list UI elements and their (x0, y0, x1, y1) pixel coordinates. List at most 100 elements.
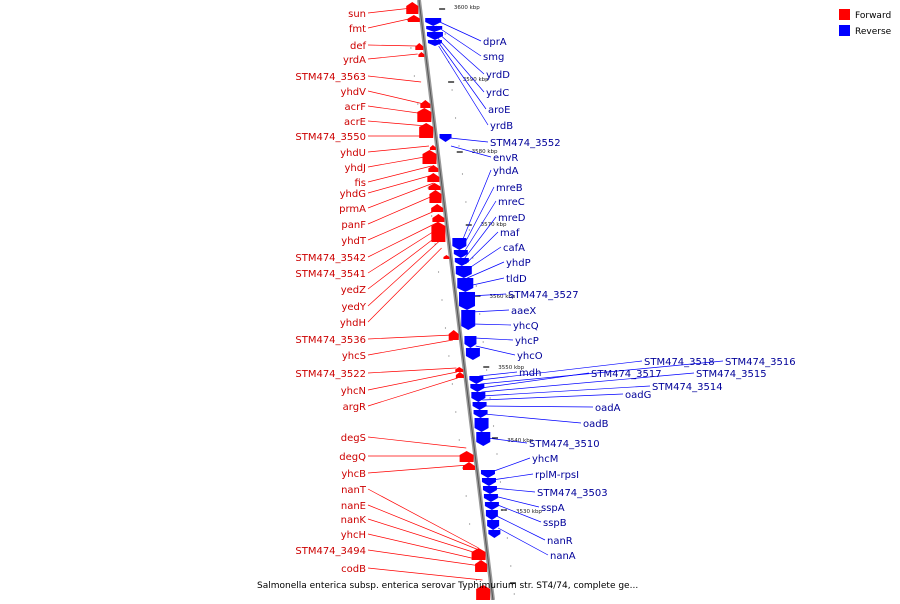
reverse-leader-line (468, 277, 505, 287)
scale-minor-dot (448, 355, 450, 357)
forward-gene-feature (459, 451, 474, 462)
forward-gene-label-nane: nanE (341, 501, 366, 512)
forward-leader-line (367, 464, 469, 474)
reverse-gene-label-yhcp: yhcP (515, 336, 539, 347)
forward-gene-label-nank: nanK (341, 515, 367, 526)
reverse-leader-line (482, 393, 624, 401)
scale-minor-dot (496, 453, 498, 455)
scale-minor-dot (461, 173, 464, 175)
forward-leader-line (367, 334, 453, 340)
reverse-gene-feature (474, 418, 489, 432)
reverse-label-lines (435, 19, 724, 556)
reverse-gene-feature (476, 432, 491, 446)
forward-gene-label-yhch: yhcH (341, 530, 366, 541)
scale-minor-dot (468, 229, 470, 231)
forward-gene-label-yhdt: yhdT (341, 236, 367, 247)
forward-gene-label-yrda: yrdA (343, 55, 366, 66)
reverse-leader-line (491, 457, 531, 473)
reverse-leader-line (449, 137, 489, 143)
reverse-gene-feature (487, 520, 500, 530)
reverse-gene-feature (425, 18, 442, 26)
forward-gene-feature (422, 150, 437, 164)
forward-gene-label-stm474-3550: STM474_3550 (295, 132, 366, 143)
forward-leader-line (367, 75, 422, 83)
reverse-leader-line (466, 246, 502, 271)
scale-minor-dot (506, 537, 508, 539)
forward-gene-feature (429, 190, 442, 203)
reverse-gene-feature (426, 26, 443, 32)
forward-gene-feature (431, 222, 446, 242)
reverse-gene-label-aaex: aaeX (511, 306, 536, 317)
reverse-leader-line (494, 495, 540, 508)
reverse-gene-feature (484, 502, 499, 510)
forward-gene-label-stm474-3522: STM474_3522 (295, 369, 366, 380)
reverse-gene-label-yhdp: yhdP (506, 258, 531, 269)
reverse-gene-feature (454, 258, 469, 266)
forward-features (406, 2, 491, 600)
reverse-gene-label-mred: mreD (498, 213, 526, 224)
forward-gene-label-sun: sun (348, 9, 366, 20)
forward-leader-line (367, 227, 440, 274)
scale-minor-dot (437, 271, 440, 273)
reverse-gene-feature (473, 410, 488, 418)
forward-leader-line (367, 247, 442, 323)
reverse-gene-label-stm474-3516: STM474_3516 (725, 357, 796, 368)
reverse-leader-line (484, 413, 582, 424)
scale-minor-dot (489, 397, 491, 399)
reverse-gene-label-mrec: mreC (498, 197, 525, 208)
reverse-gene-label-oadb: oadB (583, 419, 609, 430)
forward-gene-feature (427, 173, 440, 182)
reverse-gene-label-stm474-3510: STM474_3510 (529, 439, 600, 450)
reverse-leader-line (480, 372, 590, 389)
forward-gene-feature (455, 367, 464, 372)
reverse-gene-label-mdh: mdh (519, 368, 541, 379)
legend-forward-label: Forward (855, 11, 891, 21)
reverse-gene-label-dpra: dprA (483, 37, 507, 48)
forward-gene-feature (428, 183, 441, 190)
scale-minor-dot (410, 47, 412, 49)
reverse-leader-line (436, 25, 482, 57)
forward-leader-line (367, 518, 480, 555)
reverse-gene-feature (469, 376, 484, 384)
scale-minor-dot (458, 439, 460, 441)
forward-leader-line (367, 53, 418, 60)
reverse-leader-line (462, 169, 492, 241)
reverse-gene-feature (470, 384, 485, 392)
forward-gene-feature (428, 165, 439, 172)
forward-gene-feature (432, 214, 445, 222)
scale-minor-dot (444, 327, 447, 329)
scale-minor-dot (492, 425, 495, 427)
forward-gene-label-yhcb: yhcB (341, 469, 366, 480)
reverse-gene-label-nanr: nanR (547, 536, 573, 547)
scale-minor-dot (444, 33, 446, 35)
forward-gene-label-yhdv: yhdV (341, 87, 367, 98)
reverse-leader-line (475, 345, 516, 356)
scale-minor-dot (513, 593, 515, 595)
forward-leader-line (367, 488, 479, 549)
reverse-gene-feature (485, 510, 498, 520)
forward-leader-line (367, 549, 481, 567)
forward-gene-label-codb: codB (341, 564, 366, 575)
forward-label-lines (367, 7, 483, 581)
forward-leader-line (367, 504, 479, 551)
forward-leader-line (367, 105, 426, 115)
forward-gene-feature (407, 15, 420, 22)
kbp-label: 3540 kbp (507, 438, 533, 444)
reverse-leader-line (464, 216, 497, 259)
forward-leader-line (367, 339, 453, 356)
kbp-label: 3570 kbp (481, 222, 507, 228)
reverse-gene-feature (481, 478, 496, 486)
scale-minor-dot (427, 187, 429, 189)
scale-minor-dot (469, 523, 471, 525)
forward-gene-label-degq: degQ (339, 452, 366, 463)
scale-minor-dot (451, 383, 453, 385)
forward-gene-feature (448, 330, 459, 340)
scale-minor-dot (475, 285, 477, 287)
reverse-gene-feature (488, 530, 501, 538)
scale-minor-dot (458, 145, 460, 147)
reverse-leader-line (463, 200, 497, 253)
reverse-gene-label-yhda: yhdA (493, 166, 519, 177)
reverse-gene-feature (483, 494, 498, 502)
reverse-gene-feature (461, 310, 476, 330)
kbp-label: 3600 kbp (454, 5, 480, 11)
